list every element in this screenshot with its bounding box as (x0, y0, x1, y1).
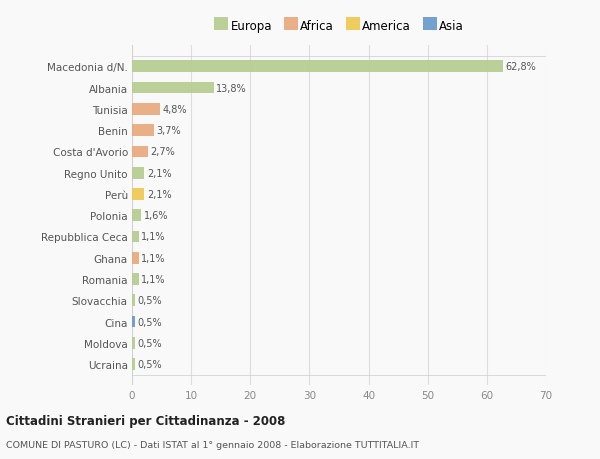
Bar (132, 210, 142, 222)
Bar (132, 337, 135, 349)
Bar (132, 125, 154, 137)
Text: 4,8%: 4,8% (163, 105, 187, 115)
Text: 3,7%: 3,7% (156, 126, 181, 136)
Bar (132, 252, 139, 264)
Text: 1,1%: 1,1% (141, 274, 166, 285)
Bar (132, 231, 139, 243)
Text: 1,1%: 1,1% (141, 232, 166, 242)
Text: 13,8%: 13,8% (216, 84, 247, 93)
Text: COMUNE DI PASTURO (LC) - Dati ISTAT al 1° gennaio 2008 - Elaborazione TUTTITALIA: COMUNE DI PASTURO (LC) - Dati ISTAT al 1… (6, 441, 419, 449)
Text: 2,1%: 2,1% (147, 190, 172, 200)
Bar (132, 358, 135, 370)
Bar (132, 83, 214, 94)
Bar (132, 146, 148, 158)
Text: 0,5%: 0,5% (137, 317, 162, 327)
Bar (132, 168, 145, 179)
Text: 1,1%: 1,1% (141, 253, 166, 263)
Bar (132, 62, 503, 73)
Text: 2,1%: 2,1% (147, 168, 172, 178)
Bar (132, 274, 139, 285)
Bar (132, 189, 145, 200)
Text: 0,5%: 0,5% (137, 359, 162, 369)
Text: Cittadini Stranieri per Cittadinanza - 2008: Cittadini Stranieri per Cittadinanza - 2… (6, 414, 286, 428)
Bar (132, 316, 135, 328)
Legend: Europa, Africa, America, Asia: Europa, Africa, America, Asia (212, 18, 467, 35)
Text: 0,5%: 0,5% (137, 296, 162, 306)
Bar (132, 295, 135, 307)
Text: 2,7%: 2,7% (151, 147, 175, 157)
Bar (132, 104, 160, 116)
Text: 0,5%: 0,5% (137, 338, 162, 348)
Text: 62,8%: 62,8% (506, 62, 536, 72)
Text: 1,6%: 1,6% (144, 211, 169, 221)
